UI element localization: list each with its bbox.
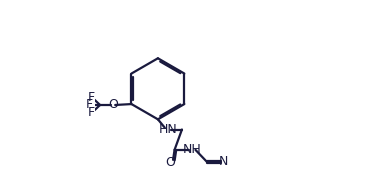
Text: O: O [165, 156, 176, 169]
Text: NH: NH [183, 143, 201, 156]
Text: N: N [219, 155, 228, 168]
Text: F: F [86, 98, 93, 112]
Text: HN: HN [159, 123, 177, 136]
Text: F: F [88, 91, 95, 104]
Text: F: F [88, 106, 95, 119]
Text: O: O [108, 98, 118, 112]
